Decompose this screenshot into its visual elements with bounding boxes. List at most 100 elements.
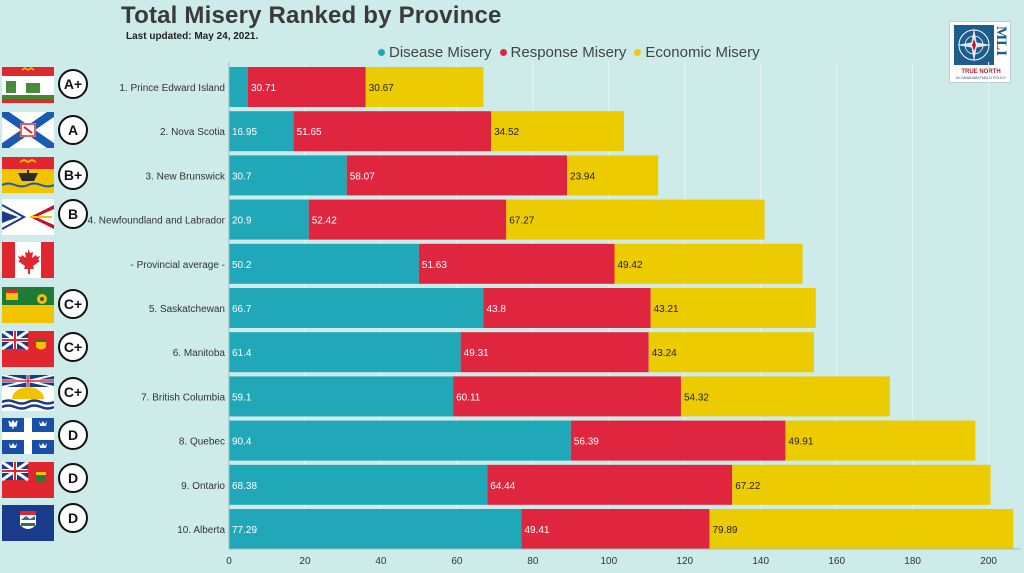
- data-label-response: 52.42: [312, 216, 337, 227]
- bar-response: [521, 509, 710, 549]
- category-label: 9. Ontario: [181, 481, 225, 492]
- bar-economic: [732, 464, 991, 505]
- x-tick-label: 160: [828, 556, 845, 567]
- grade-badge: C+: [58, 377, 88, 407]
- manitoba-flag-icon: [2, 331, 54, 367]
- data-label-disease: 77.29: [232, 525, 257, 536]
- legend-label-economic: Economic Misery: [645, 44, 760, 61]
- x-tick-label: 80: [527, 556, 539, 567]
- x-tick-label: 20: [299, 556, 311, 567]
- data-label-disease: 61.4: [232, 348, 252, 359]
- bar-economic: [365, 67, 484, 107]
- bar-disease: [229, 155, 347, 196]
- x-tick-label: 40: [375, 556, 387, 567]
- data-label-economic: 49.42: [618, 260, 643, 271]
- category-label: - Provincial average -: [131, 260, 225, 271]
- grade-badge: D: [58, 463, 88, 493]
- bar-economic: [648, 332, 814, 373]
- data-label-disease: 90.4: [232, 437, 252, 448]
- legend-item-response[interactable]: Response Misery: [499, 44, 627, 61]
- data-label-economic: 79.89: [712, 525, 737, 536]
- data-label-disease: 30.7: [232, 171, 252, 182]
- bar-disease: [229, 332, 461, 373]
- x-tick-label: 140: [752, 556, 769, 567]
- saskatchewan-flag-icon: [2, 287, 54, 323]
- category-label: 6. Manitoba: [173, 348, 226, 359]
- new-brunswick-flag-icon: [2, 157, 54, 193]
- chart-title: Total Misery Ranked by Province: [121, 2, 502, 29]
- data-label-economic: 34.52: [494, 127, 519, 138]
- x-tick-label: 200: [980, 556, 997, 567]
- legend-item-disease[interactable]: Disease Misery: [378, 44, 492, 61]
- grade-badge: D: [58, 420, 88, 450]
- bar-disease: [229, 509, 522, 549]
- data-label-disease: 68.38: [232, 481, 257, 492]
- x-tick-label: 60: [451, 556, 463, 567]
- bar-response: [487, 464, 733, 505]
- bar-disease: [229, 199, 309, 240]
- category-label: 5. Saskatchewan: [149, 304, 225, 315]
- category-label: 7. British Columbia: [141, 392, 225, 403]
- legend-label-disease: Disease Misery: [389, 44, 492, 61]
- x-tick-label: 0: [226, 556, 232, 567]
- grade-badge: D: [58, 503, 88, 533]
- x-tick-label: 180: [904, 556, 921, 567]
- bar-disease: [229, 464, 488, 505]
- x-tick-label: 120: [676, 556, 693, 567]
- bar-response: [570, 420, 786, 461]
- legend: Disease Misery Response Misery Economic …: [378, 44, 760, 61]
- data-label-response: 56.39: [574, 437, 599, 448]
- data-label-disease: 66.7: [232, 304, 252, 315]
- data-label-economic: 49.91: [788, 437, 813, 448]
- logo-wordmark: MLI: [993, 26, 1009, 56]
- data-label-response: 64.44: [490, 481, 515, 492]
- data-label-economic: 30.67: [369, 83, 394, 94]
- last-updated-text: Last updated: May 24, 2021.: [126, 31, 259, 42]
- bar-response: [453, 376, 681, 417]
- bar-economic: [785, 420, 976, 461]
- bar-disease: [229, 288, 484, 328]
- british-columbia-flag-icon: [2, 375, 54, 411]
- legend-dot-economic: [634, 49, 642, 56]
- bar-economic: [506, 199, 765, 240]
- data-label-disease: 59.1: [232, 392, 252, 403]
- data-label-response: 58.07: [350, 171, 375, 182]
- bar-economic: [709, 509, 1014, 549]
- legend-label-response: Response Misery: [510, 44, 627, 61]
- canada-flag-icon: [2, 242, 54, 278]
- bar-economic: [614, 243, 803, 284]
- bar-disease: [229, 243, 419, 284]
- category-label: 3. New Brunswick: [146, 171, 226, 182]
- data-label-response: 49.31: [464, 348, 489, 359]
- nova-scotia-flag-icon: [2, 112, 54, 148]
- bar-disease: [229, 111, 294, 152]
- bar-response: [418, 243, 615, 284]
- category-label: 8. Quebec: [179, 437, 225, 448]
- data-label-economic: 67.27: [509, 216, 534, 227]
- bar-disease: [229, 67, 248, 107]
- bar-economic: [680, 376, 890, 417]
- pei-flag-icon: [2, 67, 54, 103]
- category-label: 1. Prince Edward Island: [119, 83, 225, 94]
- bar-response: [247, 67, 366, 107]
- newfoundland-flag-icon: [2, 199, 54, 235]
- data-label-response: 51.63: [422, 260, 447, 271]
- bar-economic: [567, 155, 659, 196]
- data-label-disease: 50.2: [232, 260, 252, 271]
- bar-response: [293, 111, 492, 152]
- grade-badge: A: [58, 115, 88, 145]
- bar-disease: [229, 376, 454, 417]
- category-label: 2. Nova Scotia: [160, 127, 225, 138]
- data-label-response: 30.71: [251, 83, 276, 94]
- bar-disease: [229, 420, 571, 461]
- grade-badge: A+: [58, 69, 88, 99]
- bar-economic: [650, 288, 816, 328]
- data-label-response: 43.8: [486, 304, 506, 315]
- data-label-economic: 54.32: [684, 392, 709, 403]
- legend-item-economic[interactable]: Economic Misery: [634, 44, 760, 61]
- x-tick-label: 100: [600, 556, 617, 567]
- quebec-flag-icon: [2, 418, 54, 454]
- bar-response: [483, 288, 651, 328]
- data-label-disease: 16.95: [232, 127, 257, 138]
